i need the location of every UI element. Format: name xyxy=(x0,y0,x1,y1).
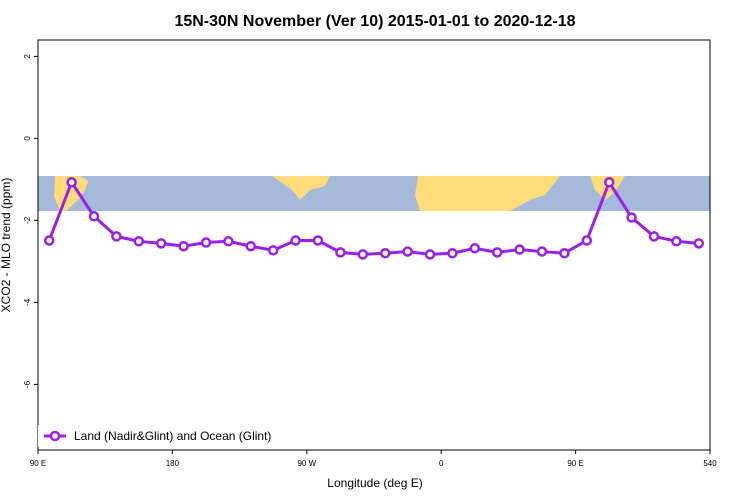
x-tick-label: 0 xyxy=(439,459,444,468)
data-point xyxy=(491,247,503,258)
data-point xyxy=(245,240,257,252)
legend-box xyxy=(38,425,288,447)
data-point xyxy=(290,235,301,246)
data-point xyxy=(424,249,436,260)
data-point xyxy=(648,231,660,242)
x-axis-label: Longitude (deg E) xyxy=(327,476,422,490)
legend-marker xyxy=(49,430,61,442)
data-point xyxy=(379,247,391,259)
data-point xyxy=(626,212,637,223)
data-point xyxy=(447,247,458,259)
data-point xyxy=(469,243,481,254)
x-tick-label: 90 E xyxy=(567,459,583,468)
data-point xyxy=(66,177,77,188)
data-point xyxy=(200,237,212,248)
y-tick-label: 2 xyxy=(23,54,32,59)
chart-title: 15N-30N November (Ver 10) 2015-01-01 to … xyxy=(174,13,575,30)
y-tick-label: -4 xyxy=(23,298,32,306)
x-tick-label: 90 E xyxy=(30,459,46,468)
data-point xyxy=(559,247,570,259)
data-point xyxy=(671,236,682,247)
data-point xyxy=(178,240,189,252)
legend-label: Land (Nadir&Glint) and Ocean (Glint) xyxy=(74,429,271,443)
data-point xyxy=(155,238,167,249)
map-strip xyxy=(38,176,710,211)
data-point xyxy=(312,235,324,246)
data-point xyxy=(581,235,593,246)
y-axis-label: XCO2 - MLO trend (ppm) xyxy=(0,178,13,313)
x-tick-label: 540 xyxy=(703,459,717,468)
data-point xyxy=(267,245,279,256)
data-point xyxy=(536,246,548,257)
x-tick-label: 90 W xyxy=(297,459,316,468)
x-tick-label: 180 xyxy=(166,459,180,468)
data-point xyxy=(43,235,55,246)
y-tick-label: 0 xyxy=(23,136,32,141)
data-point xyxy=(223,236,234,247)
plot-frame xyxy=(37,39,711,451)
data-point xyxy=(88,211,100,222)
data-point xyxy=(357,249,369,260)
y-tick-label: -6 xyxy=(23,380,32,388)
data-point xyxy=(603,177,615,188)
data-point xyxy=(335,247,346,258)
data-point xyxy=(514,244,525,255)
data-point xyxy=(111,231,122,242)
y-tick-label: -2 xyxy=(23,216,32,224)
data-point xyxy=(133,236,145,247)
data-point xyxy=(693,238,705,249)
data-point xyxy=(402,246,413,257)
